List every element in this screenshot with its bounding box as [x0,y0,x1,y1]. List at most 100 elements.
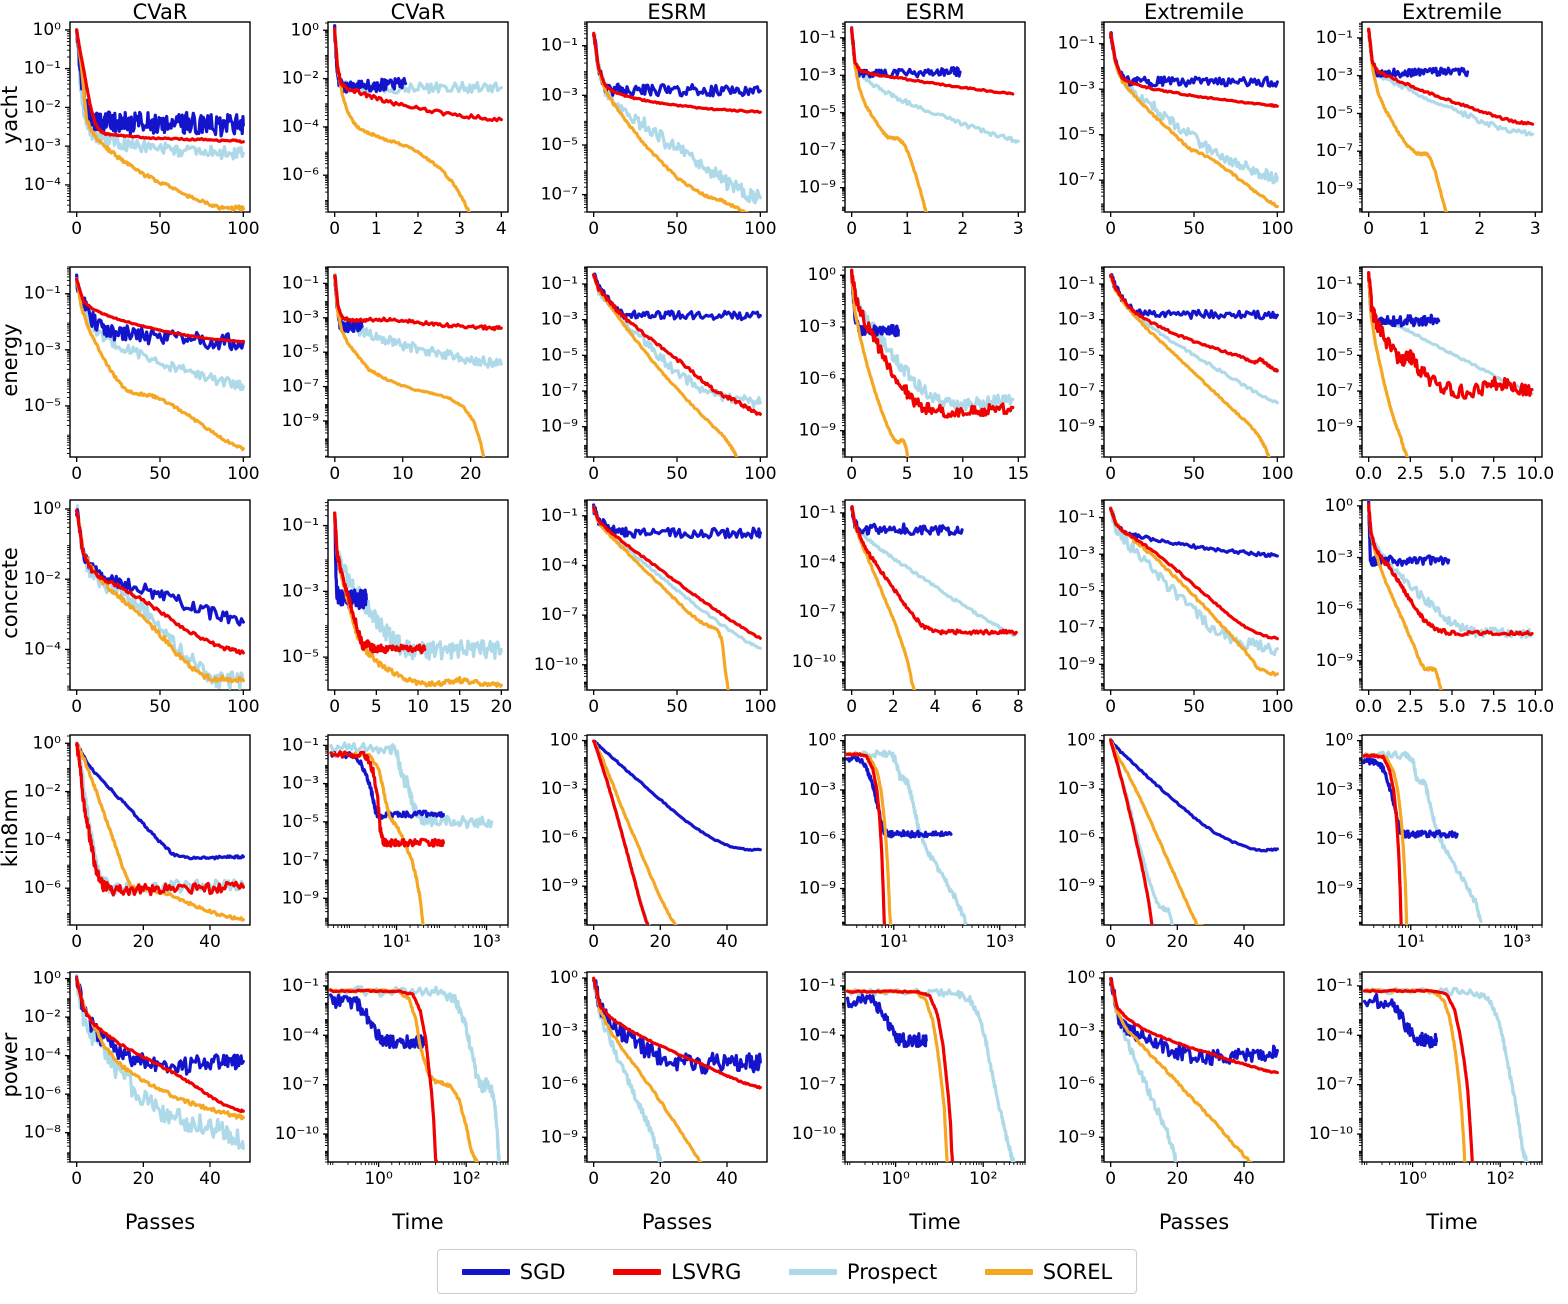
svg-text:10⁻³: 10⁻³ [799,65,836,85]
svg-text:10⁻¹: 10⁻¹ [1058,274,1095,294]
svg-text:10⁻¹: 10⁻¹ [1316,274,1353,294]
svg-text:10⁻¹: 10⁻¹ [282,273,319,293]
svg-text:10⁻³: 10⁻³ [799,317,836,337]
svg-text:10⁻⁵: 10⁻⁵ [24,396,61,416]
svg-text:40: 40 [199,932,221,952]
series-line-prospect [333,511,503,661]
svg-text:10⁻¹: 10⁻¹ [24,284,61,304]
svg-text:10³: 10³ [985,932,1013,952]
svg-text:10⁻⁷: 10⁻⁷ [1316,141,1354,161]
svg-text:10⁻⁶: 10⁻⁶ [1316,599,1354,619]
svg-text:10⁰: 10⁰ [364,1169,393,1189]
series-line-lsvrg [333,511,427,655]
series-line-sorel [592,739,678,925]
svg-text:50: 50 [149,697,171,717]
svg-text:10³: 10³ [1502,932,1530,952]
svg-text:10⁻¹⁰: 10⁻¹⁰ [1309,1124,1353,1144]
legend-entry-sgd: SGD [461,1259,566,1284]
svg-text:10⁻²: 10⁻² [282,69,319,89]
plot-panel-concrete-5: 10⁰ 10⁻³ 10⁻⁶ 10⁻⁹ 0.0 2.5 5.0 7.5 10.0 [1300,496,1555,720]
svg-text:10⁻⁶: 10⁻⁶ [541,1074,579,1094]
series-line-lsvrg [75,741,245,897]
svg-text:10⁻⁷: 10⁻⁷ [1058,618,1096,638]
svg-text:0: 0 [71,1169,82,1189]
svg-text:40: 40 [716,932,738,952]
svg-text:20: 20 [460,464,482,484]
svg-text:10⁰: 10⁰ [33,20,62,40]
svg-text:3: 3 [454,219,465,239]
svg-text:10⁻⁴: 10⁻⁴ [282,117,320,137]
svg-text:2: 2 [413,219,424,239]
series-line-sgd [845,993,928,1049]
svg-text:0: 0 [1105,464,1116,484]
xaxis-label-3: Time [909,1210,961,1234]
svg-text:50: 50 [1183,219,1205,239]
svg-text:1: 1 [902,219,913,239]
svg-text:20: 20 [1167,932,1189,952]
svg-text:10⁻⁹: 10⁻⁹ [1316,179,1354,199]
svg-text:10⁻³: 10⁻³ [1316,66,1353,86]
plot-panel-yacht-1: 10⁰ 10⁻² 10⁻⁴ 10⁻⁶ 0 1 2 3 4 [266,18,512,242]
svg-text:20: 20 [133,932,155,952]
svg-text:50: 50 [666,464,688,484]
series-line-prospect [1109,505,1279,657]
svg-text:10⁻⁶: 10⁻⁶ [799,829,837,849]
series-line-prospect [75,27,245,161]
plot-panel-concrete-3: 10⁻¹ 10⁻⁴ 10⁻⁷ 10⁻¹⁰ 0 2 4 6 8 [783,496,1029,720]
svg-text:10⁻³: 10⁻³ [1058,779,1095,799]
series-line-lsvrg [1362,988,1474,1162]
svg-text:20: 20 [133,1169,155,1189]
svg-text:0: 0 [71,464,82,484]
series-line-lsvrg [1367,27,1535,126]
svg-text:1: 1 [1419,219,1430,239]
column-title-2: ESRM [647,0,707,24]
plot-panel-concrete-4: 10⁻¹ 10⁻³ 10⁻⁵ 10⁻⁷ 10⁻⁹ 0 50 100 [1042,496,1294,720]
svg-text:10⁻⁴: 10⁻⁴ [1316,1025,1354,1045]
svg-text:10⁻⁶: 10⁻⁶ [282,165,320,185]
svg-text:10⁻⁵: 10⁻⁵ [1316,345,1353,365]
svg-text:10⁻⁷: 10⁻⁷ [799,1075,837,1095]
svg-text:10⁻⁶: 10⁻⁶ [1058,1074,1096,1094]
svg-text:10¹: 10¹ [382,932,410,952]
series-line-sgd [1367,500,1451,567]
svg-text:7.5: 7.5 [1480,464,1507,484]
svg-text:100: 100 [744,219,776,239]
svg-text:10⁻⁹: 10⁻⁹ [799,421,837,441]
svg-text:10⁰: 10⁰ [33,499,62,519]
svg-text:10⁻⁴: 10⁻⁴ [24,639,62,659]
series-line-lsvrg [75,976,245,1114]
svg-text:10⁻²: 10⁻² [24,782,61,802]
series-line-sgd [850,504,964,537]
svg-text:4: 4 [930,697,941,717]
svg-text:10⁰: 10⁰ [1325,496,1354,516]
svg-text:10⁻⁷: 10⁻⁷ [799,602,837,622]
svg-text:0.0: 0.0 [1355,697,1382,717]
svg-text:10⁻¹⁰: 10⁻¹⁰ [792,1124,836,1144]
svg-text:10⁻³: 10⁻³ [1058,544,1095,564]
svg-text:2.5: 2.5 [1397,697,1424,717]
plot-panel-yacht-4: 10⁻¹ 10⁻³ 10⁻⁵ 10⁻⁷ 0 50 100 [1042,18,1294,242]
svg-text:0: 0 [329,697,340,717]
series-line-sorel [1109,32,1279,209]
series-line-sgd [75,742,245,861]
plot-panel-kin8nm-0: 10⁰ 10⁻² 10⁻⁴ 10⁻⁶ 0 20 40 [8,731,254,955]
series-line-lsvrg [1109,738,1154,925]
svg-text:10: 10 [392,464,414,484]
svg-text:0: 0 [71,219,82,239]
legend-label-sgd: SGD [519,1259,566,1284]
svg-text:10⁻¹: 10⁻¹ [282,735,319,755]
svg-text:5: 5 [902,464,913,484]
svg-text:10⁻⁹: 10⁻⁹ [541,1127,579,1147]
svg-text:0: 0 [846,697,857,717]
svg-text:0: 0 [329,464,340,484]
series-line-lsvrg [75,508,245,656]
svg-text:10⁻³: 10⁻³ [1058,1021,1095,1041]
series-line-lsvrg [1109,273,1279,373]
plot-panel-power-4: 10⁰ 10⁻³ 10⁻⁶ 10⁻⁹ 0 20 40 [1042,968,1288,1192]
xaxis-label-4: Passes [1158,1210,1230,1234]
series-line-sorel [1367,273,1410,457]
svg-text:100: 100 [227,464,259,484]
plot-panel-power-2: 10⁰ 10⁻³ 10⁻⁶ 10⁻⁹ 0 20 40 [525,968,771,1192]
svg-text:10⁰: 10⁰ [550,731,579,751]
svg-text:10⁰: 10⁰ [1067,731,1096,751]
